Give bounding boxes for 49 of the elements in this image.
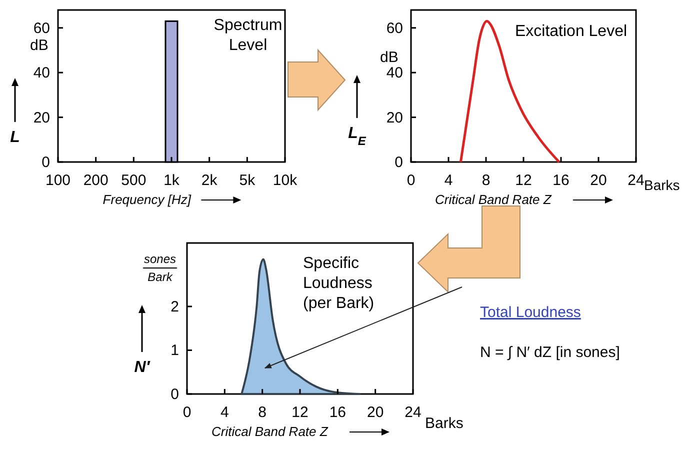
text: Total Loudness: [480, 304, 581, 321]
y-axis-title: L$_{E}$: [348, 125, 367, 148]
text: Barks: [644, 177, 680, 193]
text: Bark: [148, 270, 174, 284]
x-tick-label: 10k: [272, 172, 298, 189]
x-tick-label: 0: [406, 172, 416, 189]
text: sones: [144, 252, 176, 266]
text: N = ∫ N′ dZ [in sones]: [480, 344, 620, 361]
y-tick-label: 1: [170, 342, 179, 360]
y-tick-label: 0: [42, 154, 50, 171]
y-tick-label: 0: [170, 386, 179, 403]
y-tick-label: 0: [394, 154, 403, 171]
y-tick-label: 20: [386, 109, 403, 126]
x-axis-title: Critical Band Rate Z: [212, 424, 329, 439]
text: Specific Loudness (per Bark): [303, 255, 374, 312]
y-tick-label: 60: [33, 20, 50, 37]
x-tick-label: 8: [258, 404, 267, 421]
x-tick-label: 100: [45, 172, 71, 189]
x-tick-label: 8: [482, 172, 490, 189]
x-tick-label: 2k: [201, 172, 218, 189]
x-axis-title: Frequency [Hz]: [102, 192, 192, 207]
y-axis-title: L: [10, 129, 20, 146]
y-tick-label: 2: [170, 298, 179, 316]
x-tick-label: 5k: [239, 172, 256, 189]
x-tick-label: 16: [552, 172, 570, 189]
text: dB: [30, 37, 48, 54]
y-tick-label: 60: [386, 20, 403, 37]
x-tick-label: 0: [182, 404, 192, 421]
y-tick-label: 40: [33, 64, 50, 82]
x-tick-label: 20: [366, 404, 384, 421]
x-tick-label: 200: [83, 172, 108, 189]
x-tick-label: 24: [404, 404, 422, 421]
x-tick-label: 1k: [164, 172, 180, 189]
text: Barks: [425, 415, 464, 432]
x-tick-label: 12: [292, 404, 308, 421]
y-tick-label: 40: [386, 64, 403, 82]
text: Spectrum Level: [214, 17, 282, 54]
x-tick-label: 500: [121, 172, 146, 189]
text: dB: [380, 49, 398, 66]
x-tick-label: 4: [220, 404, 229, 421]
x-tick-label: 16: [329, 404, 346, 421]
text: Excitation Level: [514, 23, 628, 40]
y-tick-label: 20: [33, 109, 50, 126]
x-tick-label: 4: [444, 172, 453, 189]
y-axis-title: N′: [134, 359, 151, 376]
x-axis-title: Critical Band Rate Z: [435, 192, 552, 207]
x-tick-label: 12: [515, 172, 532, 189]
x-tick-label: 24: [628, 172, 644, 189]
x-tick-label: 20: [590, 172, 607, 189]
